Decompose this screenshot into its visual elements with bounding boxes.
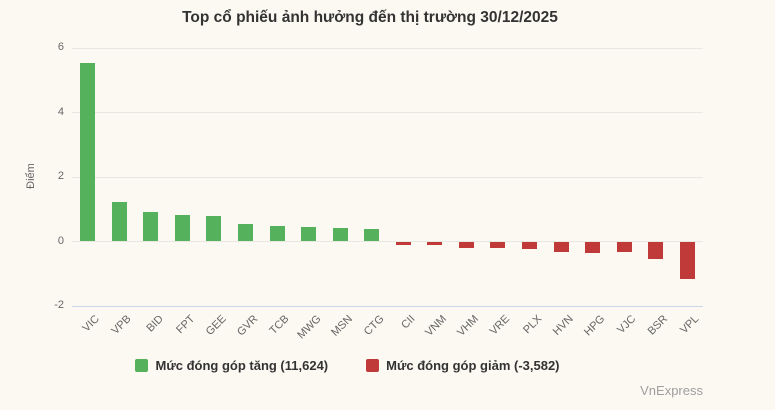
x-label-VHM: VHM xyxy=(455,313,481,339)
y-tick-label: 4 xyxy=(57,105,64,118)
bar-FPT[interactable] xyxy=(174,214,190,242)
x-label-VPB: VPB xyxy=(109,313,134,338)
bar-VNM[interactable] xyxy=(427,241,443,246)
bar-PLX[interactable] xyxy=(521,241,537,250)
y-tick-label: -2 xyxy=(54,299,64,311)
x-label-FPT: FPT xyxy=(173,313,197,337)
watermark: VnExpress xyxy=(640,383,703,398)
x-label-CII: CII xyxy=(399,313,418,332)
x-label-VIC: VIC xyxy=(80,313,103,335)
x-label-MWG: MWG xyxy=(294,313,324,342)
bar-BID[interactable] xyxy=(143,211,159,242)
bar-HPG[interactable] xyxy=(585,241,601,253)
x-label-VPL: VPL xyxy=(678,313,702,337)
bar-VIC[interactable] xyxy=(80,63,96,242)
y-tick-label: 0 xyxy=(57,234,64,247)
bar-BSR[interactable] xyxy=(648,241,664,259)
bar-VPL[interactable] xyxy=(679,241,695,279)
bar-CII[interactable] xyxy=(395,241,411,246)
bar-VPB[interactable] xyxy=(111,202,127,242)
x-label-BSR: BSR xyxy=(645,313,671,338)
x-axis-line xyxy=(72,305,703,307)
bar-VRE[interactable] xyxy=(490,241,506,248)
bar-TCB[interactable] xyxy=(269,226,285,242)
bar-VHM[interactable] xyxy=(458,241,474,248)
x-label-CTG: CTG xyxy=(361,313,387,338)
legend-label-increase: Mức đóng góp tăng (11,624) xyxy=(155,358,329,373)
legend: Mức đóng góp tăng (11,624) Mức đóng góp … xyxy=(0,358,775,373)
y-tick-label: 2 xyxy=(57,170,64,182)
bar-MSN[interactable] xyxy=(332,227,348,242)
x-label-BID: BID xyxy=(143,313,166,335)
x-label-VRE: VRE xyxy=(487,313,513,338)
x-label-VNM: VNM xyxy=(423,313,450,339)
x-label-TCB: TCB xyxy=(267,313,292,338)
x-label-PLX: PLX xyxy=(520,313,544,337)
bar-VJC[interactable] xyxy=(616,241,632,253)
legend-item-decrease[interactable]: Mức đóng góp giảm (-3,582) xyxy=(366,358,560,373)
gridline xyxy=(72,47,703,49)
x-label-VJC: VJC xyxy=(615,313,639,337)
x-label-HVN: HVN xyxy=(550,313,576,338)
gridline xyxy=(72,241,703,242)
x-label-MSN: MSN xyxy=(328,313,355,339)
legend-label-decrease: Mức đóng góp giảm (-3,582) xyxy=(386,358,560,373)
legend-swatch-increase-icon xyxy=(135,359,149,372)
bar-GEE[interactable] xyxy=(206,216,222,242)
gridline xyxy=(72,176,703,178)
legend-item-increase[interactable]: Mức đóng góp tăng (11,624) xyxy=(135,358,328,373)
bar-MWG[interactable] xyxy=(301,226,317,242)
x-label-HPG: HPG xyxy=(581,313,608,339)
bar-CTG[interactable] xyxy=(364,229,380,242)
x-label-GEE: GEE xyxy=(203,313,229,338)
chart-title: Top cổ phiếu ảnh hưởng đến thị trường 30… xyxy=(182,9,558,26)
legend-swatch-decrease-icon xyxy=(366,359,380,372)
y-tick-label: 6 xyxy=(57,41,64,53)
bar-GVR[interactable] xyxy=(238,223,254,242)
bar-HVN[interactable] xyxy=(553,241,569,252)
gridline xyxy=(72,112,703,113)
x-label-GVR: GVR xyxy=(234,313,261,339)
